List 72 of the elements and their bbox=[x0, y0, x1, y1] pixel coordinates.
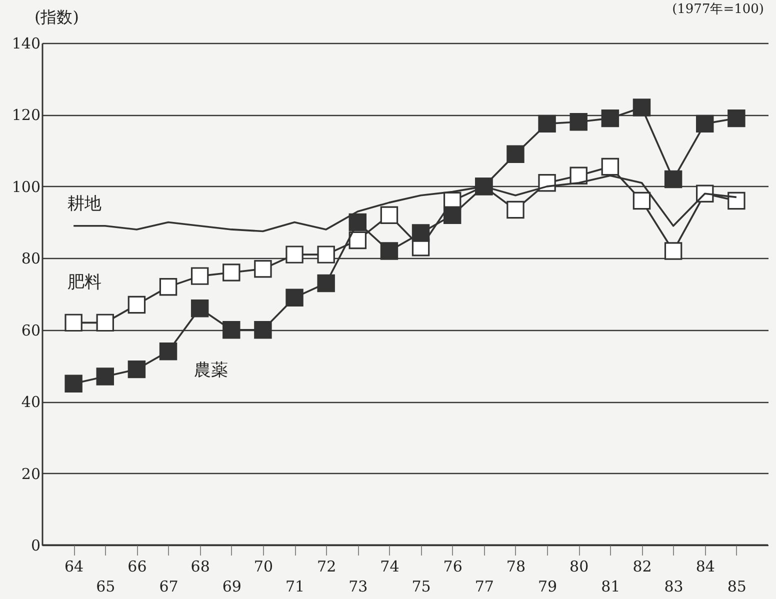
point bbox=[348, 231, 367, 250]
point bbox=[506, 145, 524, 164]
y-tick-label: 60 bbox=[21, 321, 40, 340]
point bbox=[380, 206, 398, 224]
point bbox=[664, 170, 682, 188]
series-label: 耕地 bbox=[68, 194, 102, 214]
point bbox=[159, 342, 178, 360]
x-tick-label: 82 bbox=[632, 558, 652, 576]
point bbox=[317, 246, 335, 264]
point bbox=[64, 374, 82, 393]
point bbox=[190, 267, 209, 285]
x-tick-label: 79 bbox=[538, 578, 558, 596]
point bbox=[286, 246, 304, 264]
x-tick-label: 76 bbox=[443, 558, 462, 576]
x-tick-label: 64 bbox=[64, 558, 84, 576]
series-label: 肥料 bbox=[68, 272, 102, 293]
x-tick-label: 70 bbox=[254, 558, 274, 576]
point bbox=[632, 192, 651, 210]
point bbox=[380, 242, 398, 260]
x-tick-label: 78 bbox=[506, 558, 526, 576]
point bbox=[632, 98, 651, 116]
y-tick-label: 20 bbox=[21, 464, 40, 483]
x-tick-label: 73 bbox=[348, 578, 368, 596]
point bbox=[254, 260, 272, 278]
point bbox=[286, 288, 304, 306]
point bbox=[190, 299, 209, 318]
point bbox=[696, 114, 714, 133]
x-tick-label: 72 bbox=[317, 558, 336, 576]
x-tick-label: 83 bbox=[664, 578, 684, 596]
point bbox=[222, 320, 240, 339]
point bbox=[222, 264, 240, 282]
point bbox=[728, 192, 746, 210]
point bbox=[412, 224, 430, 242]
x-tick-label: 68 bbox=[190, 558, 210, 576]
text: (1977年=100) bbox=[672, 2, 764, 17]
x-tick-label: 75 bbox=[412, 578, 431, 596]
x-tick-label: 81 bbox=[601, 578, 620, 596]
x-tick-label: 74 bbox=[380, 558, 400, 576]
point bbox=[96, 314, 114, 332]
point bbox=[254, 320, 272, 339]
point bbox=[348, 213, 367, 232]
series-label: 農薬 bbox=[194, 360, 228, 380]
x-tick-label: 80 bbox=[570, 558, 589, 576]
y-axis-title: (指数) bbox=[34, 8, 79, 26]
point bbox=[128, 360, 146, 378]
y-tick-label: 0 bbox=[30, 536, 40, 554]
x-tick-label: 84 bbox=[696, 558, 715, 576]
y-tick-label: 100 bbox=[12, 178, 40, 196]
x-tick-label: 71 bbox=[285, 578, 305, 596]
point bbox=[664, 242, 682, 260]
point bbox=[317, 274, 335, 292]
point bbox=[538, 114, 556, 133]
x-tick-label: 67 bbox=[159, 578, 178, 596]
x-tick-label: 66 bbox=[128, 558, 147, 576]
x-tick-label: 85 bbox=[727, 578, 746, 596]
y-tick-label: 140 bbox=[12, 34, 40, 52]
point bbox=[728, 109, 746, 128]
point bbox=[64, 314, 82, 332]
point bbox=[443, 206, 462, 224]
point bbox=[159, 278, 178, 296]
point bbox=[96, 368, 114, 386]
point bbox=[601, 109, 620, 128]
x-tick-label: 77 bbox=[474, 578, 494, 596]
x-tick-label: 65 bbox=[96, 578, 116, 596]
y-tick-label: 120 bbox=[12, 106, 40, 124]
y-tick-label: 40 bbox=[21, 393, 40, 412]
point bbox=[570, 113, 588, 131]
x-tick-label: 69 bbox=[222, 578, 242, 596]
point bbox=[506, 200, 524, 219]
y-tick-label: 80 bbox=[21, 250, 40, 268]
point bbox=[128, 296, 146, 314]
point bbox=[601, 158, 620, 176]
